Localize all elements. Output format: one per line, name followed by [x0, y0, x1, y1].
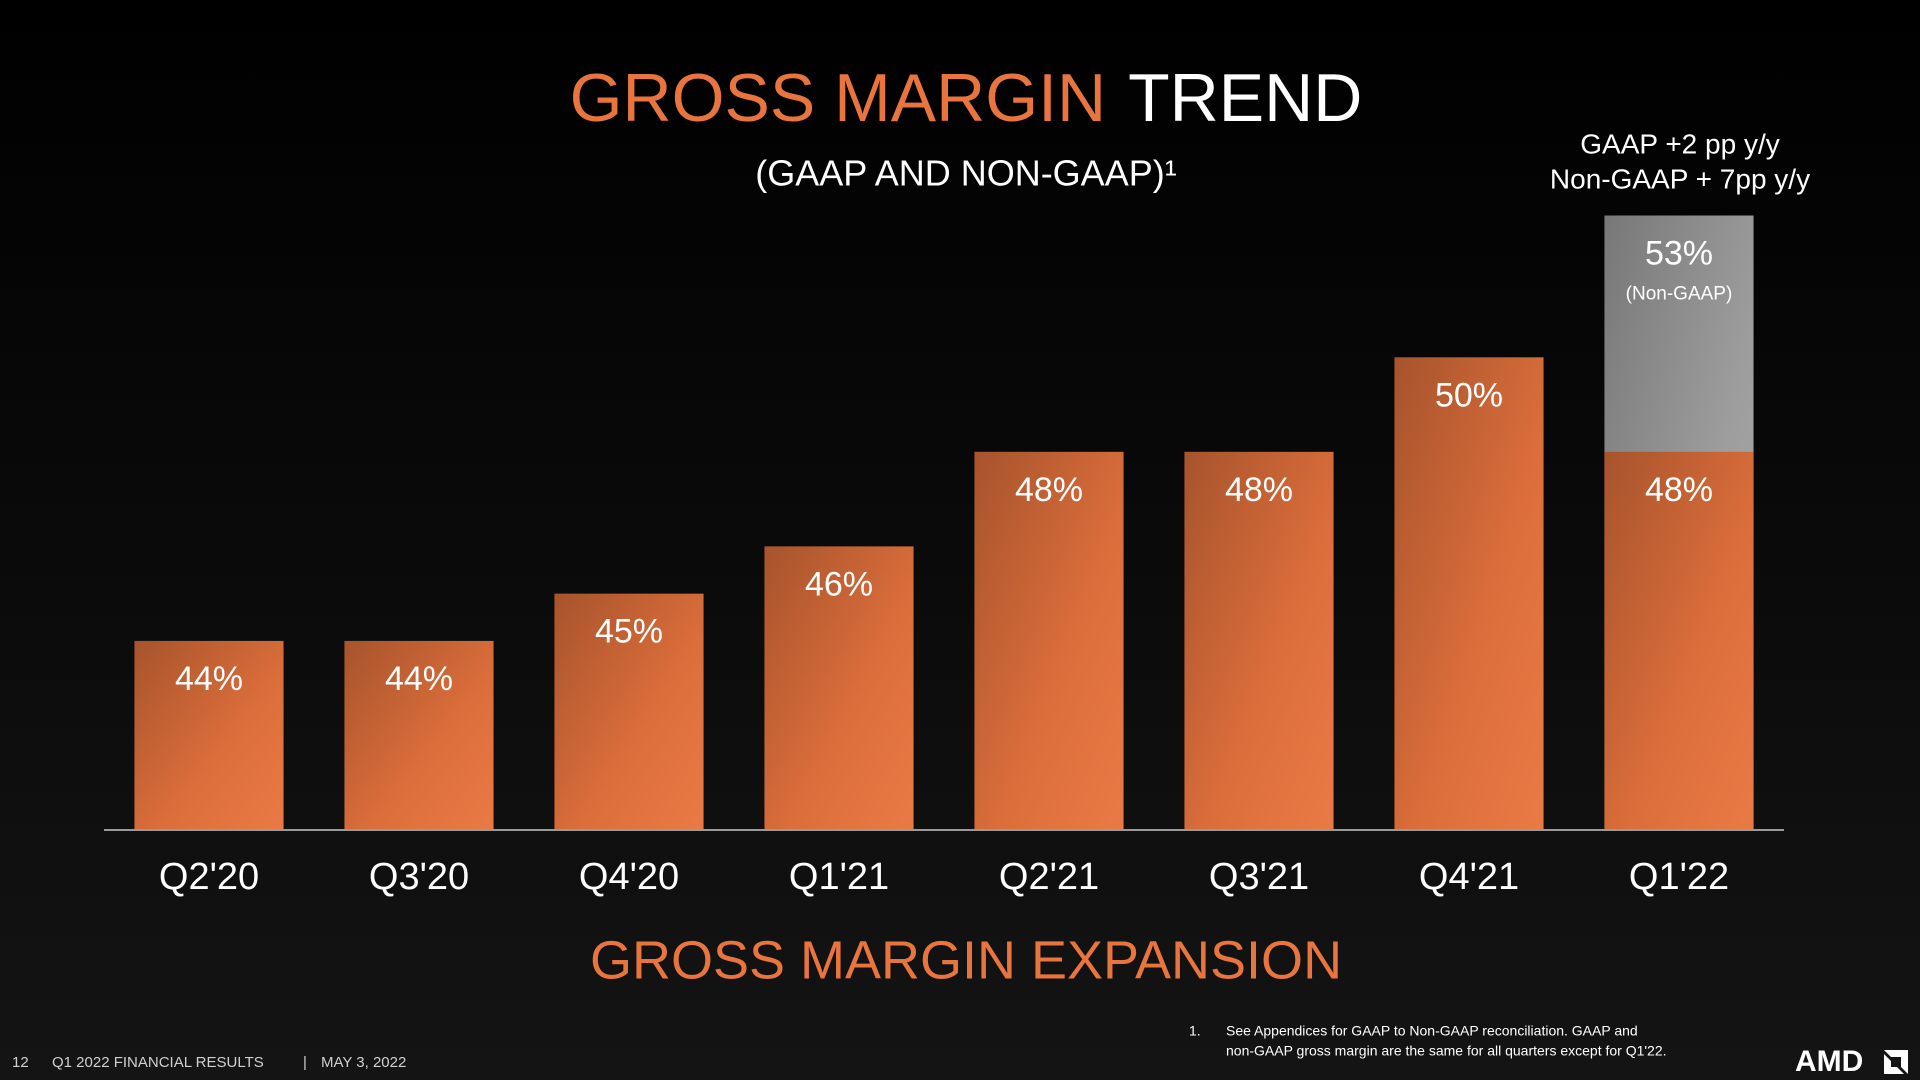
plot-area: 53% (Non-GAAP) 44% 44% 45% 46% 48% 48% 50% 48% Q2'…: [104, 215, 1784, 898]
footnote-number: 1.: [1189, 1023, 1201, 1039]
logo-arrow-bottom: [1884, 1054, 1904, 1074]
headline: GROSS MARGIN EXPANSION: [590, 930, 1342, 990]
value-label: 48%: [1015, 471, 1083, 509]
page-number: 12: [12, 1054, 29, 1071]
value-label: 44%: [175, 660, 243, 698]
footer-separator: |: [303, 1054, 307, 1071]
bar-shade: [1604, 451, 1754, 830]
logo: AMD: [1795, 1045, 1863, 1078]
x-tick-label: Q4'21: [1419, 856, 1519, 898]
value-label: 48%: [1225, 471, 1293, 509]
footer-text: Q1 2022 FINANCIAL RESULTS: [52, 1054, 264, 1071]
bar-shade: [134, 640, 284, 830]
x-tick-label: Q1'21: [789, 856, 889, 898]
chart-subtitle: (GAAP AND NON-GAAP)¹: [755, 153, 1176, 194]
x-tick-label: Q1'22: [1629, 856, 1729, 898]
x-tick-label: Q3'21: [1209, 856, 1309, 898]
bar-shade: [974, 451, 1124, 830]
x-tick-label: Q2'21: [999, 856, 1099, 898]
value-label: 48%: [1645, 471, 1713, 509]
value-label: 45%: [595, 613, 663, 651]
bar-shade: [344, 640, 494, 830]
bar-shade: [1184, 451, 1334, 830]
x-tick-label: Q3'20: [369, 856, 469, 898]
footnote-line: non-GAAP gross margin are the same for a…: [1226, 1043, 1667, 1059]
value-label: 46%: [805, 565, 873, 603]
footer-date: MAY 3, 2022: [321, 1054, 406, 1071]
x-tick-label: Q2'20: [159, 856, 259, 898]
bar-shade: [1394, 357, 1544, 830]
bar-shade: [554, 593, 704, 830]
value-label: 53%: [1645, 234, 1713, 272]
annotation: Non-GAAP + 7pp y/y: [1550, 163, 1810, 194]
footnote-line: See Appendices for GAAP to Non-GAAP reco…: [1226, 1023, 1638, 1039]
logo-arrow: [1884, 1050, 1908, 1074]
logo-arrow-top: [1884, 1050, 1908, 1074]
bar-shade: [764, 546, 914, 830]
title-main: GROSS MARGIN: [570, 60, 1107, 136]
title-suffix: TREND: [1128, 60, 1362, 136]
value-label: 50%: [1435, 376, 1503, 414]
x-tick-label: Q4'20: [579, 856, 679, 898]
series-label: (Non-GAAP): [1626, 284, 1733, 305]
annotation: GAAP +2 pp y/y: [1580, 128, 1780, 159]
chart-title: GROSS MARGIN TREND: [570, 60, 1363, 136]
value-label: 44%: [385, 660, 453, 698]
